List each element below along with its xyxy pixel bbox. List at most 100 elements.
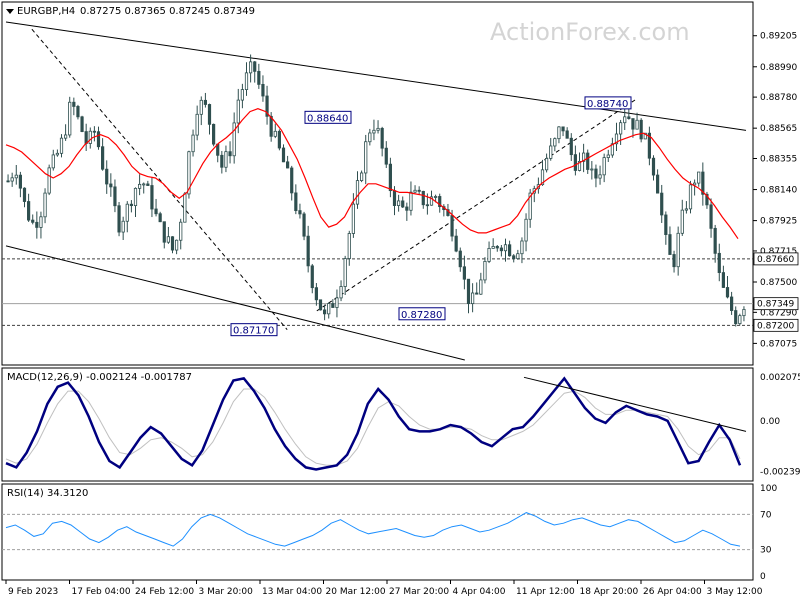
x-tick-label: 27 Mar 20:00 <box>389 587 449 597</box>
candle-body <box>179 221 183 241</box>
level-tag-label: 0.87200 <box>757 321 794 331</box>
candle-body <box>343 258 347 287</box>
candle-body <box>639 119 643 140</box>
candle-body <box>273 130 277 137</box>
macd-tick-label: -0.002398 <box>760 468 800 478</box>
rsi-tick-label: 100 <box>760 484 777 494</box>
candle-body <box>306 235 310 267</box>
y-tick-label: 0.89205 <box>760 32 797 42</box>
candle-body <box>253 61 257 72</box>
candle-body <box>113 186 117 207</box>
rsi-line <box>5 512 741 547</box>
candle-body <box>129 203 133 207</box>
candle-body <box>166 236 170 243</box>
x-tick-label: 11 Apr 12:00 <box>516 587 575 597</box>
candle-body <box>298 210 302 215</box>
level-tag <box>753 252 799 266</box>
x-tick-label: 3 May 12:00 <box>707 587 763 597</box>
y-tick-label: 0.88780 <box>760 93 797 103</box>
candle-body <box>339 286 343 299</box>
candle-body <box>281 147 286 163</box>
annotation-label: 0.87280 <box>401 310 442 321</box>
candle-body <box>462 266 466 280</box>
rsi-pane <box>2 512 753 551</box>
candle-body <box>586 152 590 170</box>
candle-body <box>310 265 314 289</box>
candle-body <box>487 247 491 262</box>
y-tick-label: 0.87290 <box>760 308 797 318</box>
symbol-label: EURGBP,H4 <box>17 6 75 17</box>
candle-body <box>170 236 175 251</box>
candle-body <box>635 119 639 130</box>
candle-body <box>327 303 331 315</box>
trendline <box>5 21 747 131</box>
candle-body <box>499 247 503 252</box>
candle-body <box>721 272 725 288</box>
candle-body <box>438 196 442 208</box>
candle-body <box>421 190 425 206</box>
candle-body <box>479 279 483 295</box>
candle-body <box>150 185 154 210</box>
candle-body <box>491 246 495 249</box>
candle-body <box>545 157 549 171</box>
y-tick-label: 0.88140 <box>760 186 797 196</box>
candle-body <box>614 133 619 145</box>
candle-body <box>269 115 273 137</box>
candle-body <box>450 215 454 237</box>
candle-body <box>684 208 688 211</box>
x-tick-label: 4 Apr 04:00 <box>453 587 506 597</box>
candle-body <box>651 157 656 176</box>
candle-body <box>425 204 429 207</box>
trendline <box>31 28 288 330</box>
candle-body <box>27 201 31 221</box>
candle-body <box>647 132 651 159</box>
x-tick-label: 20 Mar 12:00 <box>326 587 386 597</box>
candle-body <box>121 220 125 233</box>
candle-body <box>368 132 372 143</box>
candle-body <box>631 118 635 130</box>
annotation-box <box>304 110 352 124</box>
candle-body <box>64 134 68 139</box>
candle-body <box>660 192 664 216</box>
candle-body <box>709 204 713 229</box>
candle-body <box>582 152 586 162</box>
candle-body <box>355 180 360 205</box>
macd-signal-line <box>5 388 741 466</box>
candle-body <box>594 168 598 179</box>
candle-body <box>138 183 142 189</box>
candle-body <box>249 61 253 74</box>
trendline <box>5 245 465 361</box>
candle-body <box>705 193 709 206</box>
sma-line <box>5 108 739 240</box>
candle-body <box>725 287 730 298</box>
candle-body <box>261 83 265 97</box>
candle-body <box>92 130 96 133</box>
annotation-label: 0.88640 <box>307 113 348 124</box>
candle-body <box>351 203 355 234</box>
candle-body <box>619 122 623 135</box>
y-tick-label: 0.88990 <box>760 63 797 73</box>
price-pane-frame <box>1 1 754 366</box>
candle-body <box>590 168 594 171</box>
candle-body <box>35 221 39 228</box>
candle-body <box>409 191 413 211</box>
candle-body <box>105 168 109 185</box>
candle-body <box>384 147 388 165</box>
candle-body <box>6 180 10 183</box>
level-tag <box>753 297 799 311</box>
candle-body <box>220 154 224 168</box>
y-tick-label: 0.87075 <box>760 339 797 349</box>
rsi-title: RSI(14) 34.3120 <box>7 488 88 499</box>
candle-body <box>347 233 351 259</box>
candle-body <box>47 167 51 194</box>
dropdown-triangle-icon[interactable] <box>6 9 14 14</box>
candle-body <box>528 192 532 220</box>
candle-body <box>643 132 647 140</box>
candle-body <box>314 287 318 301</box>
macd-tick-label: 0.00 <box>760 417 780 427</box>
candle-body <box>672 254 676 268</box>
candle-body <box>388 163 392 192</box>
x-tick-label: 3 Mar 20:00 <box>199 587 254 597</box>
candle-body <box>738 315 742 325</box>
candle-body <box>557 126 561 140</box>
